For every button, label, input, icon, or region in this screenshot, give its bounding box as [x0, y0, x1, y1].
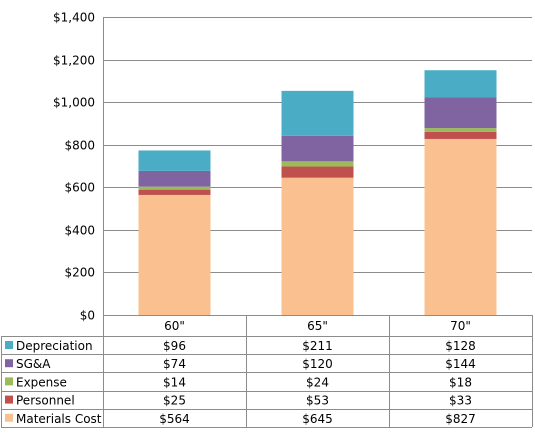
legend-label: Depreciation	[16, 339, 93, 353]
legend-label: Materials Cost	[16, 412, 102, 426]
bars	[138, 70, 497, 315]
bar-segment	[281, 177, 354, 315]
data-label: $645	[302, 412, 333, 426]
legend-key	[5, 395, 13, 404]
y-tick-label: $800	[64, 139, 95, 153]
legend-key	[5, 341, 13, 349]
y-tick-label: $400	[64, 224, 95, 238]
bar-segment	[424, 128, 497, 132]
y-tick-label: $600	[64, 181, 95, 195]
data-label: $25	[163, 394, 186, 408]
data-label: $96	[163, 339, 186, 353]
x-category-label: 65"	[307, 319, 328, 333]
bar-segment	[138, 186, 211, 190]
data-label: $564	[159, 412, 190, 426]
bar-segment	[281, 90, 354, 136]
bar-segment	[424, 70, 497, 98]
legend-key	[5, 377, 13, 386]
data-label: $33	[449, 394, 472, 408]
y-tick-label: $1,400	[53, 11, 95, 25]
data-label: $827	[445, 412, 476, 426]
y-axis-tick-labels: $0 $200 $400 $600 $800 $1,000 $1,200 $1,400	[53, 11, 95, 323]
legend-label: SG&A	[16, 357, 51, 371]
bar-segment	[424, 138, 497, 315]
data-label: $120	[302, 357, 333, 371]
legend-label: Personnel	[16, 394, 75, 408]
data-label: $18	[449, 375, 472, 389]
bar-segment	[281, 166, 354, 178]
y-tick-label: $1,000	[53, 96, 95, 110]
bar-segment	[281, 135, 354, 162]
bar-segment	[138, 150, 211, 171]
data-label: $144	[445, 357, 476, 371]
bar-segment	[424, 97, 497, 129]
data-table: 60" 65" 70" Depreciation $96 $211 $128 SG&A $74 $…	[1, 315, 533, 428]
y-tick-label: $0	[80, 309, 95, 323]
bar-segment	[138, 189, 211, 195]
y-tick-label: $1,200	[53, 54, 95, 68]
data-label: $211	[302, 339, 333, 353]
x-category-label: 70"	[450, 319, 471, 333]
legend-key	[5, 413, 13, 422]
bar-segment	[138, 170, 211, 187]
data-label: $74	[163, 357, 186, 371]
bar-segment	[281, 161, 354, 167]
data-label: $24	[306, 375, 329, 389]
bar-segment	[138, 194, 211, 315]
x-category-label: 60"	[164, 319, 185, 333]
data-label: $14	[163, 375, 186, 389]
y-tick-label: $200	[64, 266, 95, 280]
legend-label: Expense	[16, 375, 67, 389]
data-label: $53	[306, 394, 329, 408]
data-label: $128	[445, 339, 476, 353]
legend-key	[5, 359, 13, 368]
bar-segment	[424, 131, 497, 139]
